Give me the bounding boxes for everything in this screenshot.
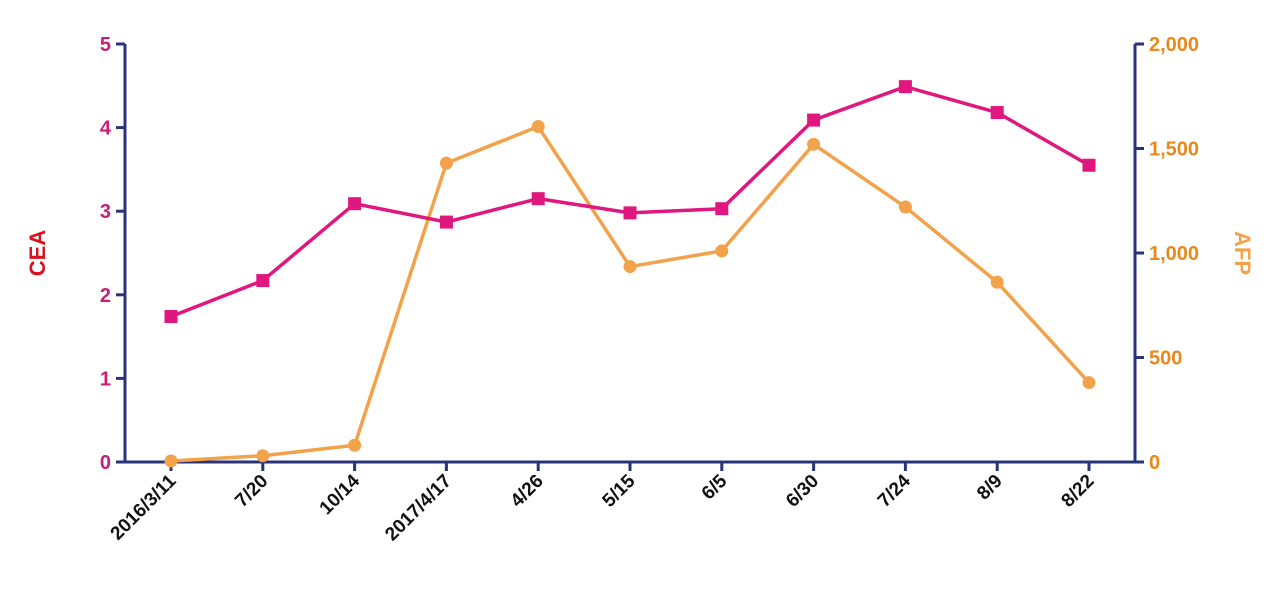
cea-point [623,206,637,220]
left-tick-label: 5 [100,34,111,56]
afp-point [256,449,270,463]
right-tick-label: 1,500 [1149,139,1199,161]
afp-point [531,120,545,134]
cea-point [898,80,912,94]
right-tick-label: 1,000 [1149,243,1199,265]
left-tick-label: 1 [100,368,111,390]
afp-point [715,244,729,258]
x-tick-label: 6/5 [698,470,732,504]
left-tick-label: 4 [100,118,112,140]
left-tick-label: 0 [100,452,111,474]
x-axis-ticks: 2016/3/11 7/20 10/14 2017/4/17 4/26 5/15 6/5 6/… [107,462,1099,545]
axes [123,44,1137,464]
x-tick-label: 8/9 [973,471,1007,505]
afp-point [164,454,178,468]
afp-point [1082,376,1096,390]
x-tick-label: 7/20 [231,471,272,512]
x-tick-label: 6/30 [782,471,823,512]
x-tick-label: 8/22 [1058,471,1099,512]
series-markers [164,80,1096,468]
cea-series-line [170,84,1090,319]
cea-point [990,106,1004,120]
x-tick-label: 2017/4/17 [381,471,456,546]
right-tick-label: 2,000 [1149,34,1199,56]
cea-point [439,215,453,229]
x-tick-label: 10/14 [316,470,365,519]
cea-point [164,310,178,324]
afp-point [807,137,821,151]
afp-point [348,438,362,452]
left-axis-ticks: 0 1 2 3 4 5 [100,34,125,474]
right-tick-label: 500 [1149,348,1182,370]
cea-point [531,192,545,206]
left-tick-label: 3 [100,201,111,223]
afp-point [898,200,912,214]
cea-point [1082,158,1096,172]
cea-point [348,197,362,211]
right-tick-label: 0 [1149,452,1160,474]
right-axis-ticks: 0 500 1,000 1,500 2,000 [1135,34,1199,474]
cea-point [256,274,270,288]
afp-point [439,156,453,170]
cea-point [715,202,729,216]
left-tick-label: 2 [100,285,111,307]
left-axis-title: CEA [25,230,50,277]
afp-point [990,275,1004,289]
right-axis-title: AFP [1230,231,1255,275]
afp-series-line [170,124,1091,463]
cea-point [807,113,821,127]
series-lines [170,84,1091,463]
x-tick-label: 7/24 [874,470,915,511]
afp-point [623,260,637,274]
x-tick-label: 5/15 [599,470,640,511]
x-tick-label: 4/26 [507,471,548,512]
x-tick-label: 2016/3/11 [107,470,181,544]
